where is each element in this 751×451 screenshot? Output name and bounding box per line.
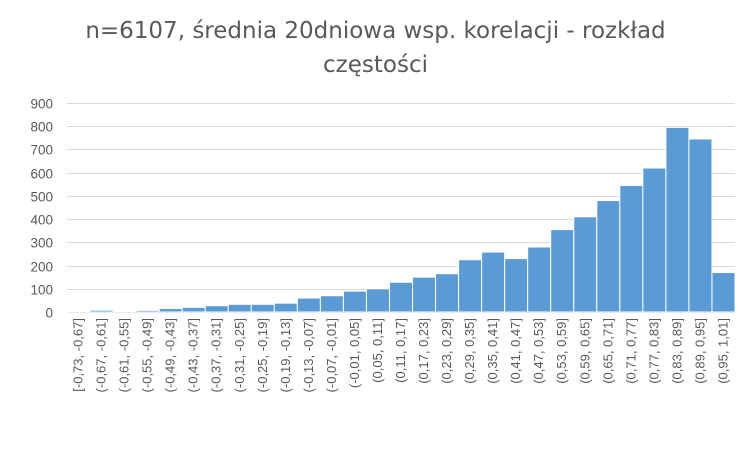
bar-18 [481,251,506,313]
bar-25 [642,167,667,313]
x-category-label-11: (-0,07, -0,01] [324,318,339,392]
bar-6 [204,305,229,313]
bar-5 [181,306,206,313]
bar-10 [296,297,321,313]
bar-28 [711,272,736,313]
x-category-label-14: (0,11, 0,17] [393,318,408,383]
bar-19 [504,258,529,313]
x-category-label-17: (0,29, 0,35] [462,318,477,384]
y-tick-label-900: 900 [30,97,53,112]
x-category-label-26: (0,83, 0,89] [669,318,684,384]
y-tick-label-500: 500 [30,190,53,205]
x-category-label-25: (0,77, 0,83] [646,318,661,384]
bar-12 [342,290,367,313]
y-tick-label-700: 700 [30,143,53,158]
x-category-label-0: [-0,73, -0,67] [71,318,86,392]
bar-7 [227,303,252,313]
y-tick-label-300: 300 [30,236,53,251]
x-category-label-23: (0,65, 0,71] [600,318,615,384]
y-tick-label-800: 800 [30,120,53,135]
bar-8 [250,303,275,313]
bar-17 [458,259,483,313]
bar-26 [665,126,690,313]
x-category-label-16: (0,23, 0,29] [439,318,454,384]
x-category-label-19: (0,41, 0,47] [508,318,523,384]
x-category-label-3: (-0,55, -0,49] [140,318,155,392]
bar-13 [365,288,390,313]
bar-4 [158,308,183,313]
x-category-label-28: (0,95, 1,01] [715,318,730,384]
x-category-label-7: (-0,31, -0,25] [232,318,247,392]
x-category-label-13: (0,05, 0,11] [370,318,385,383]
x-category-label-9: (-0,19, -0,13] [278,318,293,392]
bar-3 [135,309,160,313]
chart-title-line-1: n=6107, średnia 20dniowa wsp. korelacji … [85,18,666,44]
x-category-label-18: (0,35, 0,41] [485,318,500,384]
x-category-label-6: (-0,37, -0,31] [209,318,224,392]
bar-11 [319,295,344,313]
x-category-label-27: (0,89, 0,95] [692,318,707,384]
x-category-label-1: (-0,67, -0,61] [94,318,109,392]
x-category-label-20: (0,47, 0,53] [531,318,546,384]
x-category-label-8: (-0,25, -0,19] [255,318,270,392]
x-category-label-12: (-0,01, 0,05] [347,318,362,388]
x-category-label-24: (0,71, 0,77] [623,318,638,384]
x-category-label-4: (-0,49, -0,43] [163,318,178,392]
bar-21 [550,229,575,313]
bar-27 [688,138,713,313]
bar-9 [273,302,298,313]
bar-16 [435,273,460,313]
y-tick-label-200: 200 [30,260,53,275]
y-tick-label-0: 0 [45,306,53,321]
bar-1 [89,309,114,313]
y-tick-label-100: 100 [30,283,53,298]
y-tick-label-600: 600 [30,167,53,182]
x-category-label-22: (0,59, 0,65] [577,318,592,384]
bar-15 [412,276,437,313]
bar-20 [527,246,552,313]
bar-23 [596,200,621,313]
bar-14 [388,281,414,313]
x-category-label-15: (0,17, 0,23] [416,318,431,384]
chart-title-line-2: częstości [323,52,428,78]
bar-22 [573,216,598,313]
x-category-label-2: (-0,61, -0,55] [117,318,132,392]
x-category-label-5: (-0,43, -0,37] [186,318,201,392]
x-category-label-21: (0,53, 0,59] [554,318,569,384]
chart-title: n=6107, średnia 20dniowa wsp. korelacji … [0,14,751,82]
x-category-label-10: (-0,13, -0,07] [301,318,316,392]
y-tick-label-400: 400 [30,213,53,228]
bar-24 [619,184,644,313]
